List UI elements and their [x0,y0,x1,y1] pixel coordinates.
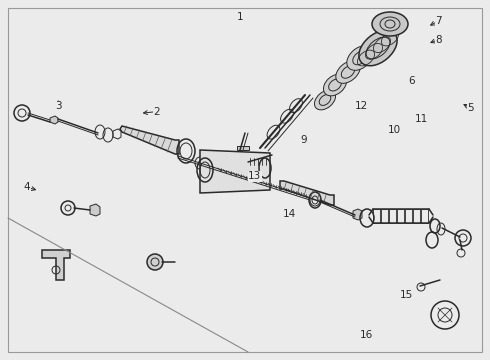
Text: 15: 15 [400,290,414,300]
Text: 4: 4 [24,182,30,192]
Text: 11: 11 [415,114,428,124]
Text: 9: 9 [300,135,307,145]
Ellipse shape [372,12,408,36]
Polygon shape [50,116,58,124]
Bar [237,146,249,150]
Ellipse shape [336,61,360,83]
Polygon shape [280,181,334,205]
Ellipse shape [315,90,336,110]
Polygon shape [42,250,70,280]
Polygon shape [200,150,270,193]
Polygon shape [120,126,179,154]
Text: 3: 3 [55,101,62,111]
Polygon shape [90,204,100,216]
Text: 1: 1 [237,12,244,22]
Text: 6: 6 [408,76,415,86]
Ellipse shape [347,46,373,70]
Text: 13: 13 [248,171,262,181]
Text: 10: 10 [388,125,401,135]
Text: 5: 5 [467,103,474,113]
Text: 2: 2 [153,107,160,117]
Text: 12: 12 [355,101,368,111]
Ellipse shape [323,74,346,96]
Polygon shape [353,209,362,220]
Ellipse shape [359,30,397,66]
Ellipse shape [147,254,163,270]
Text: 14: 14 [282,209,296,219]
Text: 7: 7 [435,16,442,26]
Text: 16: 16 [360,330,373,340]
Text: 8: 8 [435,35,442,45]
